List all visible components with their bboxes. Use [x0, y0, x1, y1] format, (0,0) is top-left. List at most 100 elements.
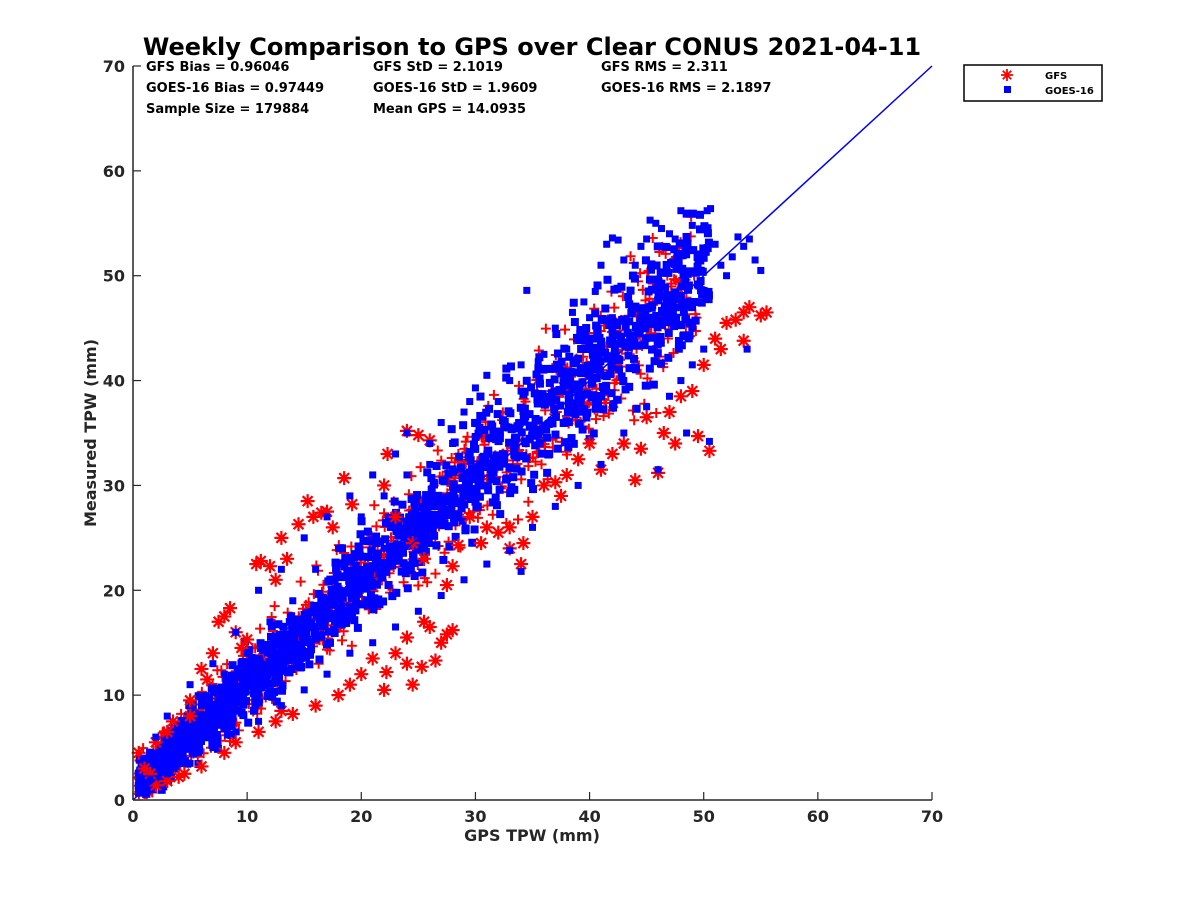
goes16-marker [757, 266, 765, 274]
goes16-marker [412, 544, 421, 553]
goes16-marker [670, 259, 679, 268]
goes16-marker [358, 572, 367, 581]
goes16-marker [624, 293, 633, 302]
gfs-marker [713, 342, 728, 357]
goes16-marker [208, 733, 217, 742]
goes16-marker [682, 232, 691, 241]
goes16-marker [522, 454, 531, 463]
goes16-marker [257, 683, 266, 692]
goes16-marker [597, 392, 606, 401]
gfs-marker [753, 308, 768, 323]
goes16-marker [347, 566, 356, 575]
goes16-marker [186, 681, 194, 689]
goes16-marker [606, 336, 615, 345]
goes16-marker [403, 523, 411, 531]
goes16-marker [670, 245, 679, 254]
goes16-marker [572, 399, 581, 408]
goes16-marker [229, 705, 238, 714]
goes16-marker [434, 491, 443, 500]
goes16-marker [413, 491, 422, 500]
gfs-marker [268, 572, 283, 587]
goes16-marker [351, 597, 360, 606]
goes16-marker [509, 442, 518, 451]
goes16-marker [394, 531, 403, 540]
goes16-marker [688, 221, 696, 229]
goes16-marker [664, 328, 673, 337]
goes16-marker [163, 712, 171, 720]
goes16-marker [649, 380, 658, 389]
goes16-marker [278, 681, 287, 690]
goes16-marker [442, 461, 451, 470]
goes16-marker [697, 298, 706, 307]
goes16-marker [457, 464, 466, 473]
goes16-marker [592, 374, 601, 383]
goes16-marker [656, 333, 665, 342]
goes16-marker [619, 338, 628, 347]
gfs-marker [268, 714, 283, 729]
goes16-marker [506, 489, 515, 498]
goes16-marker [532, 370, 541, 379]
goes16-marker [583, 408, 592, 417]
goes16-marker [664, 353, 673, 362]
goes16-marker [688, 361, 696, 369]
goes16-marker [152, 733, 160, 741]
goes16-marker [645, 319, 654, 328]
goes16-marker [462, 481, 471, 490]
goes16-marker [437, 592, 445, 600]
goes16-marker [676, 321, 685, 330]
goes16-marker [525, 434, 534, 443]
goes16-marker [530, 389, 539, 398]
goes16-marker [590, 334, 599, 343]
goes16-marker [266, 618, 274, 626]
goes16-marker [529, 485, 538, 494]
goes16-marker [428, 524, 437, 533]
goes16-marker [551, 430, 560, 439]
goes16-marker [646, 265, 655, 274]
goes16-marker [617, 372, 626, 381]
goes16-marker [349, 575, 358, 584]
gfs-marker [300, 494, 315, 509]
goes16-marker [430, 531, 439, 540]
goes16-marker [593, 328, 602, 337]
goes16-marker [304, 619, 313, 628]
goes16-marker [625, 364, 634, 373]
goes16-marker [473, 468, 482, 477]
gfs-marker [388, 509, 403, 524]
goes16-marker [551, 412, 560, 421]
goes16-marker [652, 261, 661, 270]
goes16-marker [468, 538, 477, 547]
goes16-marker [219, 705, 228, 714]
goes16-marker [363, 601, 372, 610]
goes16-marker [170, 762, 179, 771]
goes16-marker [217, 683, 226, 692]
goes16-marker [613, 395, 622, 404]
goes16-marker [552, 330, 561, 339]
gfs-marker [696, 357, 711, 372]
goes16-marker [343, 610, 352, 619]
goes16-marker [449, 481, 457, 489]
goes16-marker [512, 464, 521, 473]
gfs-marker [609, 302, 620, 313]
gfs-marker [445, 559, 460, 574]
goes16-marker [341, 556, 350, 565]
goes16-marker [340, 562, 349, 571]
goes16-marker [561, 438, 570, 447]
goes16-marker [204, 709, 213, 718]
goes16-marker [473, 502, 482, 511]
gfs-marker [240, 632, 255, 647]
goes16-marker [495, 427, 504, 436]
goes16-marker [588, 362, 597, 371]
goes16-marker [695, 225, 704, 234]
goes16-marker [568, 308, 576, 316]
goes16-marker [649, 333, 658, 342]
goes16-marker [653, 242, 662, 251]
goes16-marker [268, 679, 277, 688]
gfs-marker [217, 745, 232, 760]
goes16-marker [476, 392, 485, 401]
goes16-marker [418, 534, 427, 543]
gfs-marker [629, 415, 640, 426]
gfs-marker [183, 693, 198, 708]
goes16-marker [466, 456, 475, 465]
goes16-marker [700, 345, 708, 353]
goes16-marker [289, 636, 298, 645]
